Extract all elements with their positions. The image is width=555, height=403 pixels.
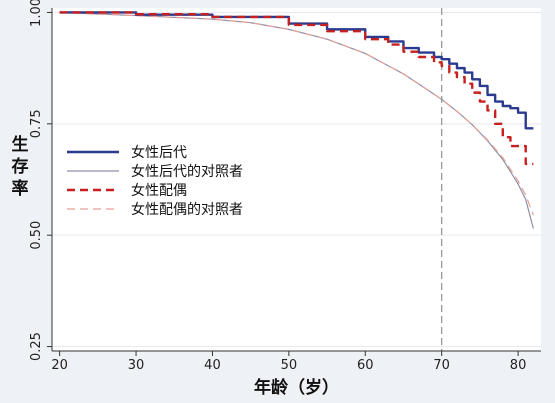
x-tick-label: 40 [204, 358, 221, 373]
x-tick-label: 70 [433, 358, 450, 373]
series-layer [59, 11, 534, 229]
y-tick-label: 0.50 [29, 221, 44, 250]
x-axis-title: 年龄（岁） [254, 377, 339, 398]
legend-label-0: 女性后代 [131, 144, 187, 161]
x-tick-label: 50 [281, 358, 298, 373]
y-tick-label: 0.75 [29, 109, 44, 138]
legend-label-2: 女性配偶 [131, 182, 187, 199]
series-line-3 [59, 11, 534, 216]
y-axis-title: 生存率 [12, 134, 29, 199]
y-tick-label: 0.25 [29, 332, 44, 361]
series-line-2 [59, 11, 534, 166]
x-tick-label: 60 [357, 358, 374, 373]
y-axis-title-char: 存 [12, 156, 29, 177]
x-tick-label: 20 [51, 358, 68, 373]
plot-area [52, 8, 541, 351]
x-tick-label: 80 [510, 358, 527, 373]
x-tick-label: 30 [128, 358, 145, 373]
y-axis-title-char: 生 [12, 134, 29, 155]
legend-label-1: 女性后代的对照者 [131, 163, 243, 180]
y-tick-label: 1.00 [29, 0, 44, 27]
legend-label-3: 女性配偶的对照者 [131, 201, 243, 218]
axes: 0.25 0.50 0.75 1.00 20 30 40 50 60 70 80 年龄（岁） 生存率 [12, 0, 541, 398]
y-axis-title-char: 率 [12, 178, 29, 199]
